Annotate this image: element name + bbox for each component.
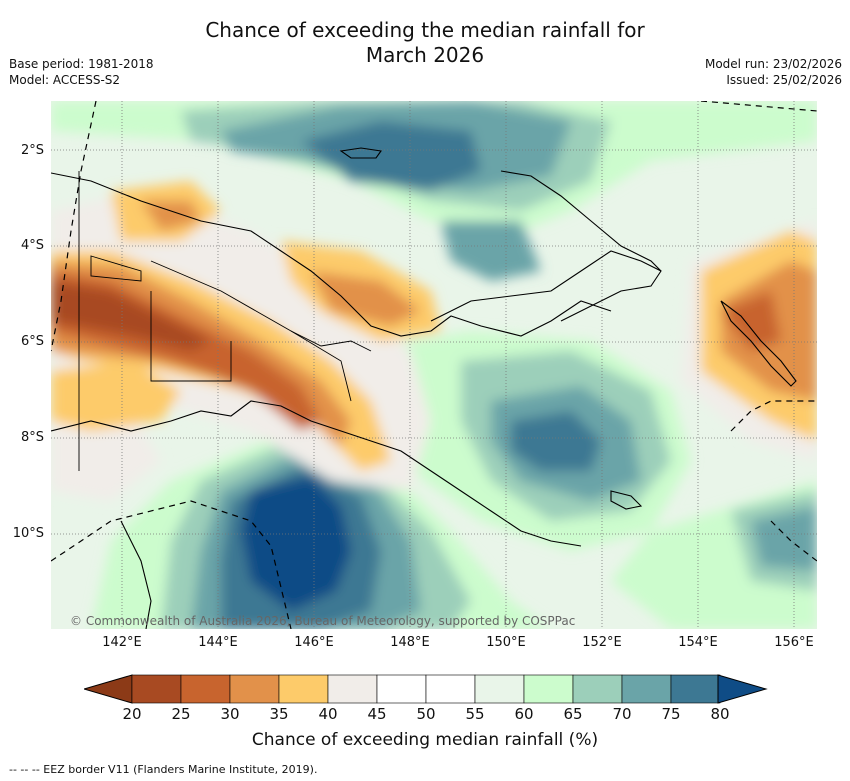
- probability-fields: [51, 101, 817, 629]
- map-title: Chance of exceeding the median rainfall …: [0, 18, 850, 68]
- border-provinces-4: [290, 330, 372, 352]
- field-35-southwest: [51, 361, 181, 431]
- new-guinea-north-coast: [51, 172, 612, 337]
- lon-tick-156e: 156°E: [774, 635, 814, 650]
- meta-right: Model run: 23/02/2026 Issued: 25/02/2026: [705, 56, 842, 88]
- field-20-west: [51, 281, 211, 351]
- new-guinea-south-coast: [51, 400, 582, 547]
- field-25-east: [721, 291, 781, 351]
- colorbar-cell: [131, 674, 182, 704]
- colorbar-high-extension: [717, 674, 768, 704]
- graticule: [51, 101, 817, 629]
- cbar-tick-35: 35: [269, 705, 289, 723]
- colorbar-cell: [425, 674, 476, 704]
- field-30-north-ridge: [311, 271, 421, 326]
- field-70-northcentral: [441, 221, 541, 281]
- cbar-tick-40: 40: [318, 705, 338, 723]
- cbar-tick-75: 75: [661, 705, 681, 723]
- bougainville-coast: [720, 300, 797, 387]
- lat-tick-10s: 10°S: [12, 526, 44, 541]
- title-line-2: March 2026: [365, 43, 485, 67]
- south-islands-coast: [610, 490, 643, 510]
- eez-legend-note: -- -- -- EEZ border V11 (Flanders Marine…: [9, 763, 318, 776]
- rainfall-probability-map: [51, 101, 817, 629]
- field-75-central: [511, 411, 601, 471]
- model-run-text: Model run: 23/02/2026: [704, 57, 842, 71]
- colorbar-cell: [572, 674, 623, 704]
- meta-left: Base period: 1981-2018 Model: ACCESS-S2: [9, 56, 154, 88]
- cbar-tick-25: 25: [171, 705, 191, 723]
- colorbar: [84, 674, 768, 704]
- border-provinces-1: [90, 255, 142, 282]
- cbar-tick-55: 55: [465, 705, 485, 723]
- field-75-north: [301, 121, 481, 191]
- copyright-text: © Commonwealth of Australia 2026, Bureau…: [70, 614, 576, 628]
- lon-tick-150e: 150°E: [486, 635, 526, 650]
- field-30-top-left: [141, 201, 201, 231]
- eez-east: [730, 400, 817, 432]
- issued-text: Issued: 25/02/2026: [726, 73, 842, 87]
- field-80-south: [241, 476, 351, 611]
- lat-tick-6s: 6°S: [20, 334, 44, 349]
- lat-tick-8s: 8°S: [20, 430, 44, 445]
- colorbar-cell: [278, 674, 329, 704]
- colorbar-cells: [131, 674, 721, 704]
- new-ireland-coast: [500, 170, 662, 272]
- cbar-tick-20: 20: [122, 705, 142, 723]
- lat-tick-4s: 4°S: [20, 238, 44, 253]
- eez-north-east: [700, 101, 817, 112]
- colorbar-cell: [376, 674, 427, 704]
- lon-tick-152e: 152°E: [582, 635, 622, 650]
- colorbar-cell: [523, 674, 574, 704]
- lon-tick-154e: 154°E: [678, 635, 718, 650]
- coastlines: [51, 147, 797, 629]
- cbar-tick-60: 60: [514, 705, 534, 723]
- cbar-tick-80: 80: [710, 705, 730, 723]
- cbar-tick-70: 70: [612, 705, 632, 723]
- manus-island-coast: [339, 147, 382, 159]
- new-britain-coast: [430, 250, 662, 322]
- cbar-tick-30: 30: [220, 705, 240, 723]
- lon-tick-144e: 144°E: [198, 635, 238, 650]
- eez-south-west: [51, 500, 292, 629]
- colorbar-cell: [327, 674, 378, 704]
- province-borders: [78, 171, 372, 471]
- eez-borders: [51, 101, 817, 629]
- lat-tick-2s: 2°S: [20, 143, 44, 158]
- cape-york-coast: [120, 520, 152, 629]
- colorbar-cell: [474, 674, 525, 704]
- cbar-tick-65: 65: [563, 705, 583, 723]
- colorbar-cell: [621, 674, 672, 704]
- colorbar-cell: [180, 674, 231, 704]
- lon-tick-146e: 146°E: [294, 635, 334, 650]
- border-provinces-3: [150, 291, 232, 382]
- cbar-tick-50: 50: [416, 705, 436, 723]
- eez-west: [51, 101, 97, 352]
- title-line-1: Chance of exceeding the median rainfall …: [205, 18, 645, 42]
- field-70-east: [751, 506, 817, 571]
- colorbar-cell: [229, 674, 280, 704]
- lon-tick-148e: 148°E: [390, 635, 430, 650]
- model-text: Model: ACCESS-S2: [9, 73, 121, 87]
- lon-tick-142e: 142°E: [102, 635, 142, 650]
- colorbar-low-extension: [84, 674, 133, 704]
- cbar-tick-45: 45: [367, 705, 387, 723]
- colorbar-label: Chance of exceeding median rainfall (%): [251, 730, 599, 750]
- colorbar-cell: [670, 674, 721, 704]
- base-period-text: Base period: 1981-2018: [9, 57, 154, 71]
